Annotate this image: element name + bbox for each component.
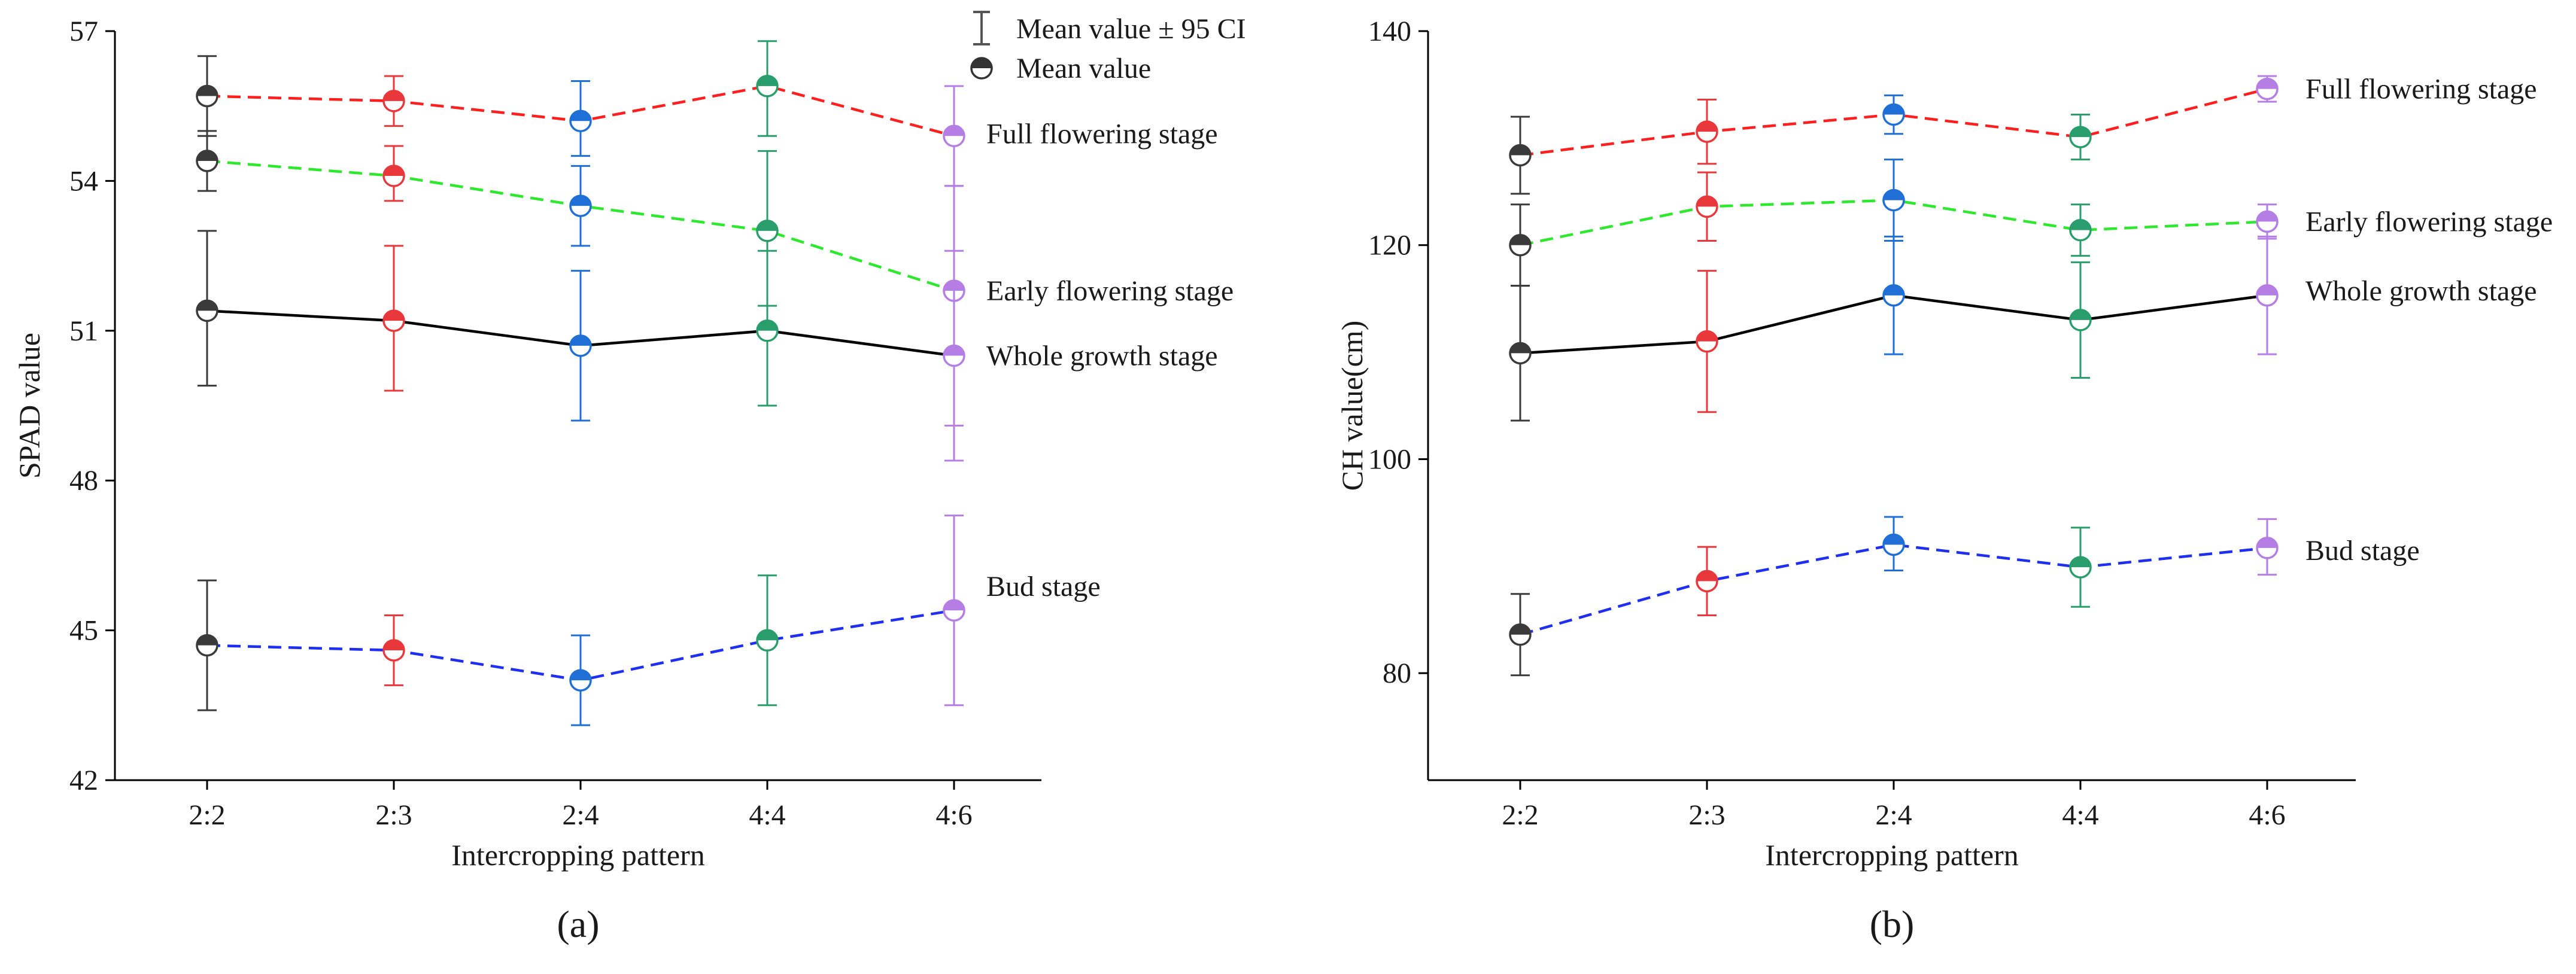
chart-b-mean-marker <box>1696 570 1718 593</box>
chart-a-stage-label: Early flowering stage <box>986 275 1234 307</box>
chart-b-mean-marker <box>2069 309 2092 331</box>
chart-b-mean-marker <box>2256 537 2279 559</box>
chart-a-y-tick-label: 45 <box>69 615 98 647</box>
chart-a-mean-marker <box>382 309 405 332</box>
chart-a-mean-marker <box>382 90 405 112</box>
panel-a-spad-chart: 42 45 48 51 54 57 2:2 2:3 2:4 4:4 4:6 Intercropping… <box>13 16 1234 945</box>
chart-a-mean-marker <box>569 334 592 357</box>
chart-b-series-bud-stage: Bud stage <box>1509 516 2420 677</box>
chart-b-y-tick-label: 120 <box>1368 230 1411 261</box>
chart-b-x-tick-label: 4:4 <box>2062 799 2098 831</box>
chart-b-y-tick-label: 100 <box>1368 443 1411 475</box>
chart-a-y-axis-label: SPAD value <box>13 333 46 479</box>
chart-a-x-tick-label: 2:4 <box>562 799 599 831</box>
legend-mean-label: Mean value <box>1016 53 1151 84</box>
chart-a-series-whole-growth-stage: Whole growth stage <box>196 230 1218 462</box>
chart-b-series-early-flowering-stage: Early flowering stage <box>1509 159 2553 287</box>
chart-b-mean-marker <box>2069 556 2092 579</box>
chart-b-stage-label: Early flowering stage <box>2305 206 2553 238</box>
chart-a-series-bud-stage: Bud stage <box>196 515 1101 726</box>
chart-b-x-tick-label: 4:6 <box>2249 799 2285 831</box>
chart-b-y-tick-label: 80 <box>1383 658 1411 689</box>
chart-a-panel-label: (a) <box>557 903 599 945</box>
chart-b-mean-marker <box>1509 342 1532 365</box>
chart-a-mean-marker <box>196 634 218 657</box>
chart-a-x-tick-label: 2:3 <box>375 799 412 831</box>
chart-b-x-tick-label: 2:4 <box>1875 799 1912 831</box>
chart-a-mean-marker <box>943 344 965 367</box>
chart-b-stage-label: Whole growth stage <box>2305 275 2537 307</box>
chart-a-mean-marker <box>569 669 592 692</box>
legend: Mean value ± 95 CI Mean value <box>970 11 1246 84</box>
chart-a-mean-marker <box>756 75 779 98</box>
chart-b-stage-label: Bud stage <box>2305 535 2420 567</box>
chart-b-mean-marker <box>1509 233 1532 257</box>
chart-b-y-axis-label: CH value(cm) <box>1335 321 1369 491</box>
chart-a-mean-marker <box>196 84 218 108</box>
chart-b-mean-marker <box>1509 144 1532 167</box>
chart-a-mean-marker <box>382 639 405 662</box>
legend-ci-label: Mean value ± 95 CI <box>1016 13 1246 45</box>
chart-a-series-full-flowering-stage: Full flowering stage <box>196 40 1218 187</box>
chart-a-x-tick-label: 2:2 <box>189 799 225 831</box>
chart-a-stage-label: Whole growth stage <box>986 340 1218 372</box>
chart-b-mean-marker <box>2256 210 2279 233</box>
chart-a-mean-marker <box>943 599 965 622</box>
chart-b-x-axis-label: Intercropping pattern <box>1765 838 2018 872</box>
chart-b-mean-marker <box>2256 77 2279 101</box>
chart-b-mean-marker <box>1696 330 1718 353</box>
chart-a-mean-marker <box>756 319 779 342</box>
legend-mean-symbol <box>970 57 993 80</box>
chart-a-stage-label: Bud stage <box>986 571 1101 602</box>
chart-a-mean-marker <box>196 150 218 172</box>
chart-b-mean-marker <box>1882 533 1905 556</box>
chart-b-stage-label: Full flowering stage <box>2305 74 2537 105</box>
chart-b-mean-marker <box>1882 284 1905 307</box>
chart-a-x-tick-label: 4:4 <box>749 799 785 831</box>
chart-a-mean-marker <box>569 194 592 217</box>
chart-b-mean-marker <box>2069 126 2092 148</box>
chart-a-x-axis-label: Intercropping pattern <box>451 838 704 872</box>
chart-b-y-tick-label: 140 <box>1368 16 1411 47</box>
chart-a-mean-marker <box>756 220 779 242</box>
chart-a-x-tick-label: 4:6 <box>935 799 972 831</box>
chart-a-y-tick-label: 51 <box>69 315 98 347</box>
chart-b-x-tick-label: 2:2 <box>1502 799 1538 831</box>
chart-a-y-tick-label: 57 <box>69 16 98 47</box>
chart-b-x-tick-label: 2:3 <box>1688 799 1725 831</box>
chart-a-mean-marker <box>756 629 779 652</box>
chart-b-mean-marker <box>1882 103 1905 126</box>
chart-a-y-tick-label: 42 <box>69 765 98 796</box>
chart-b-mean-marker <box>1696 120 1718 143</box>
chart-b-panel-label: (b) <box>1870 903 1915 945</box>
chart-b-mean-marker <box>1882 188 1905 212</box>
chart-b-mean-marker <box>1696 195 1718 218</box>
chart-a-mean-marker <box>196 299 218 322</box>
chart-b-mean-marker <box>1509 623 1532 646</box>
legend-ci-symbol <box>973 11 990 45</box>
chart-a-mean-marker <box>382 165 405 187</box>
chart-a-mean-marker <box>569 109 592 132</box>
chart-a-stage-label: Full flowering stage <box>986 118 1218 150</box>
chart-a-series-early-flowering-stage: Early flowering stage <box>196 130 1234 427</box>
chart-b-mean-marker <box>2256 284 2279 307</box>
panel-b-ch-chart: 80 100 120 140 2:2 2:3 2:4 4:4 4:6 Intercropping … <box>1335 16 2553 945</box>
chart-a-y-tick-label: 48 <box>69 465 98 497</box>
chart-a-mean-marker <box>943 124 965 148</box>
chart-b-mean-marker <box>2069 218 2092 242</box>
chart-b-series-line <box>1520 543 2268 636</box>
chart-a-y-tick-label: 54 <box>69 165 98 197</box>
chart-b-series-whole-growth-stage: Whole growth stage <box>1509 235 2537 422</box>
chart-b-series-full-flowering-stage: Full flowering stage <box>1509 74 2537 195</box>
